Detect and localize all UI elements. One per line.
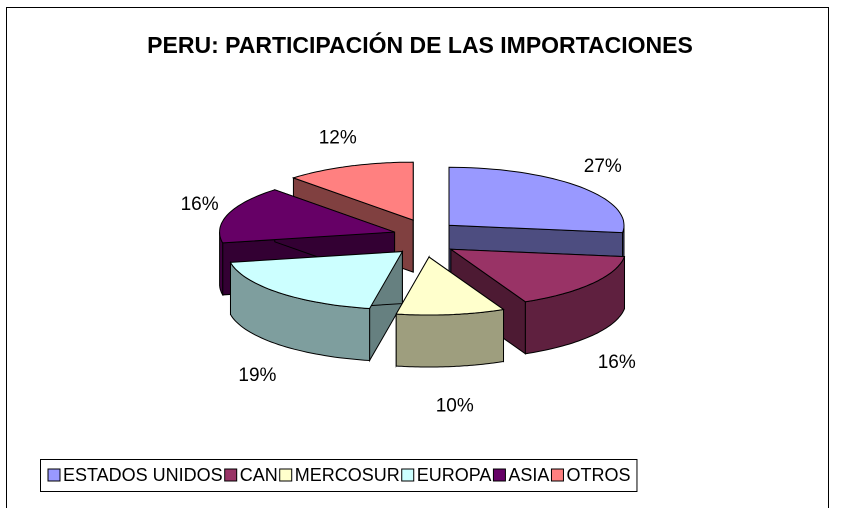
chart-title: PERU: PARTICIPACIÓN DE LAS IMPORTACIONES	[147, 31, 693, 58]
slice-top	[448, 166, 625, 234]
slice-top	[229, 251, 404, 310]
slice-top	[291, 161, 414, 221]
slice-top	[219, 189, 395, 244]
data-label: 27%	[584, 156, 622, 177]
legend-label: EUROPA	[417, 465, 492, 485]
data-label: 16%	[598, 352, 636, 373]
legend-label: ESTADOS UNIDOS	[63, 465, 223, 485]
slice-top	[395, 256, 505, 316]
slice	[395, 255, 505, 368]
legend-swatch	[492, 468, 506, 482]
slice-top	[449, 248, 626, 303]
data-label: 10%	[436, 395, 474, 416]
legend-swatch	[401, 468, 415, 482]
legend-swatch	[279, 468, 293, 482]
legend-label: MERCOSUR	[295, 465, 400, 485]
legend-swatch	[550, 468, 564, 482]
legend-label: ASIA	[508, 465, 549, 485]
legend-label: CAN	[240, 465, 278, 485]
slice-wall	[395, 308, 504, 368]
data-label: 19%	[238, 365, 276, 386]
legend-label: OTROS	[566, 465, 630, 485]
data-label: 12%	[319, 127, 357, 148]
chart-frame	[6, 7, 829, 508]
slice	[229, 249, 404, 363]
data-label: 16%	[181, 194, 219, 215]
legend-swatch	[47, 468, 61, 482]
legend-swatch	[224, 468, 238, 482]
legend-frame	[40, 459, 638, 492]
legend: ESTADOS UNIDOS CAN MERCOSUR EUROPA ASIA OTROS	[40, 459, 638, 492]
